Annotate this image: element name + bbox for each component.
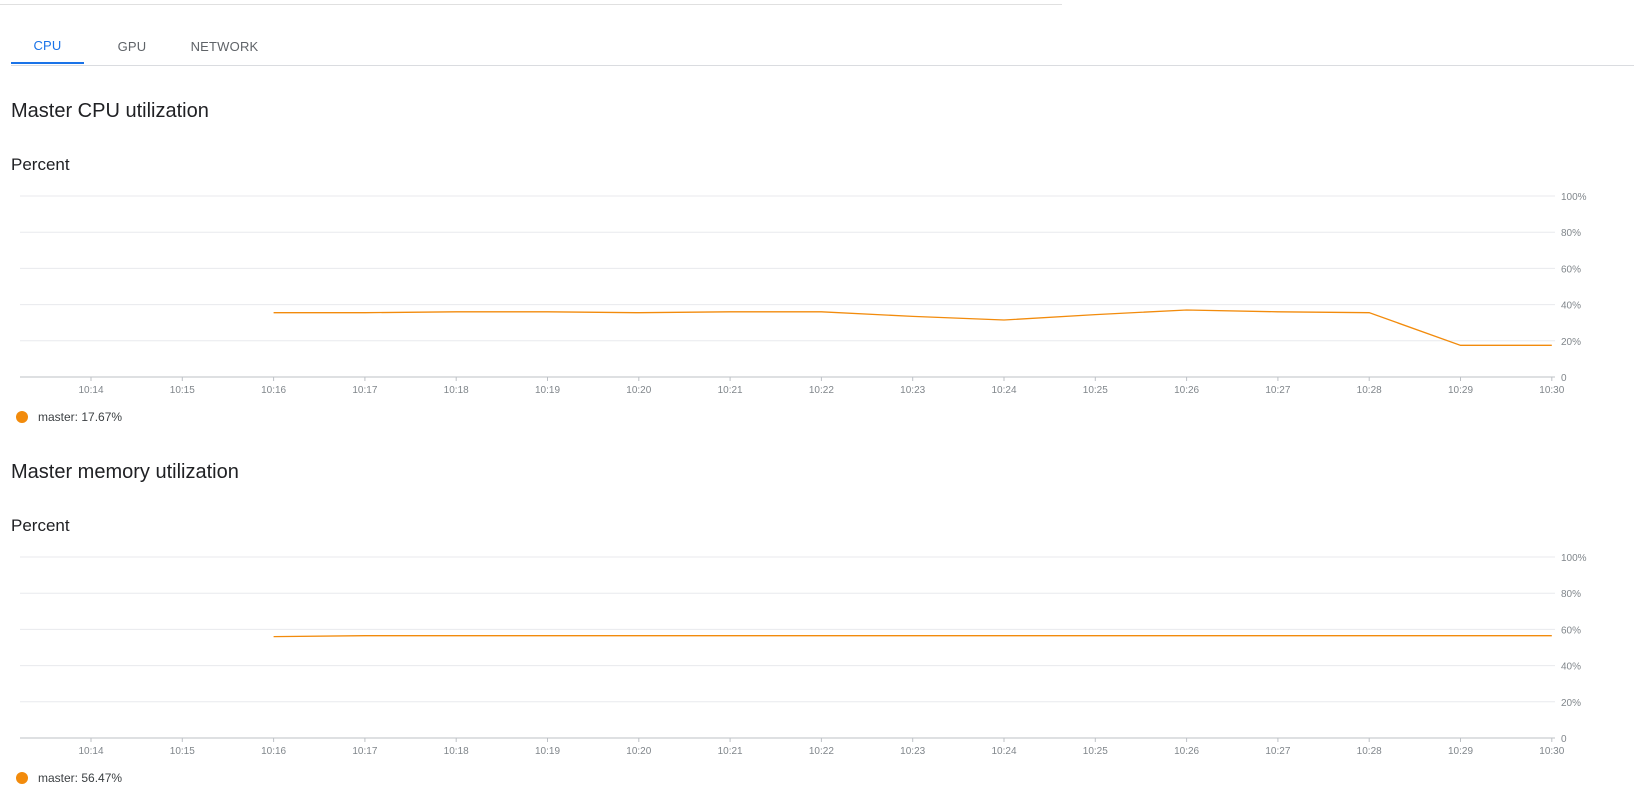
tab-gpu[interactable]: GPU [117, 38, 147, 54]
x-tick-label: 10:20 [626, 746, 651, 757]
x-tick-label: 10:27 [1265, 385, 1290, 396]
x-tick-label: 10:20 [626, 385, 651, 396]
x-tick-label: 10:17 [352, 746, 377, 757]
tab-bar: CPU GPU NETWORK [11, 28, 1634, 66]
y-tick-label: 40% [1561, 301, 1581, 312]
x-tick-label: 10:17 [352, 385, 377, 396]
y-tick-label: 0 [1561, 734, 1567, 745]
y-tick-label: 0 [1561, 373, 1567, 384]
x-tick-label: 10:18 [444, 746, 469, 757]
x-tick-label: 10:22 [809, 746, 834, 757]
memory-legend: master: 56.47% [16, 771, 122, 785]
legend-dot-icon [16, 772, 28, 784]
x-tick-label: 10:26 [1174, 746, 1199, 757]
x-tick-label: 10:21 [718, 385, 743, 396]
y-tick-label: 40% [1561, 662, 1581, 673]
top-divider [0, 4, 1062, 5]
x-tick-label: 10:28 [1357, 746, 1382, 757]
memory-legend-value: 56.47% [81, 771, 123, 785]
y-tick-label: 100% [1561, 192, 1587, 203]
legend-dot-icon [16, 411, 28, 423]
y-tick-label: 80% [1561, 228, 1581, 239]
x-tick-label: 10:15 [170, 746, 195, 757]
memory-chart-unit: Percent [11, 516, 70, 535]
x-tick-label: 10:25 [1083, 746, 1108, 757]
y-tick-label: 60% [1561, 264, 1581, 275]
x-tick-label: 10:30 [1539, 385, 1564, 396]
x-tick-label: 10:28 [1357, 385, 1382, 396]
x-tick-label: 10:16 [261, 746, 286, 757]
series-line-master[interactable] [273, 309, 1552, 346]
cpu-legend-series-name: master: [38, 410, 79, 424]
x-tick-label: 10:26 [1174, 385, 1199, 396]
x-tick-label: 10:30 [1539, 746, 1564, 757]
x-tick-label: 10:14 [78, 385, 103, 396]
cpu-chart-title: Master CPU utilization [11, 100, 209, 122]
memory-legend-series-name: master: [38, 771, 79, 785]
x-tick-label: 10:23 [900, 385, 925, 396]
y-tick-label: 100% [1561, 553, 1587, 564]
x-tick-label: 10:24 [991, 746, 1016, 757]
x-tick-label: 10:19 [535, 746, 560, 757]
x-tick-label: 10:19 [535, 385, 560, 396]
x-tick-label: 10:23 [900, 746, 925, 757]
x-tick-label: 10:15 [170, 385, 195, 396]
x-tick-label: 10:21 [718, 746, 743, 757]
y-tick-label: 80% [1561, 589, 1581, 600]
x-tick-label: 10:14 [78, 746, 103, 757]
x-tick-label: 10:18 [444, 385, 469, 396]
cpu-legend: master: 17.67% [16, 410, 122, 424]
y-tick-label: 20% [1561, 698, 1581, 709]
x-tick-label: 10:29 [1448, 385, 1473, 396]
memory-chart-title: Master memory utilization [11, 461, 239, 483]
y-tick-label: 20% [1561, 337, 1581, 348]
y-tick-label: 60% [1561, 625, 1581, 636]
x-tick-label: 10:27 [1265, 746, 1290, 757]
series-line-master[interactable] [273, 635, 1552, 638]
x-tick-label: 10:16 [261, 385, 286, 396]
x-tick-label: 10:24 [991, 385, 1016, 396]
x-tick-label: 10:25 [1083, 385, 1108, 396]
cpu-legend-value: 17.67% [81, 410, 123, 424]
tab-cpu[interactable]: CPU [11, 28, 84, 64]
tab-network[interactable]: NETWORK [190, 38, 259, 54]
x-tick-label: 10:29 [1448, 746, 1473, 757]
cpu-chart-unit: Percent [11, 155, 70, 174]
x-tick-label: 10:22 [809, 385, 834, 396]
